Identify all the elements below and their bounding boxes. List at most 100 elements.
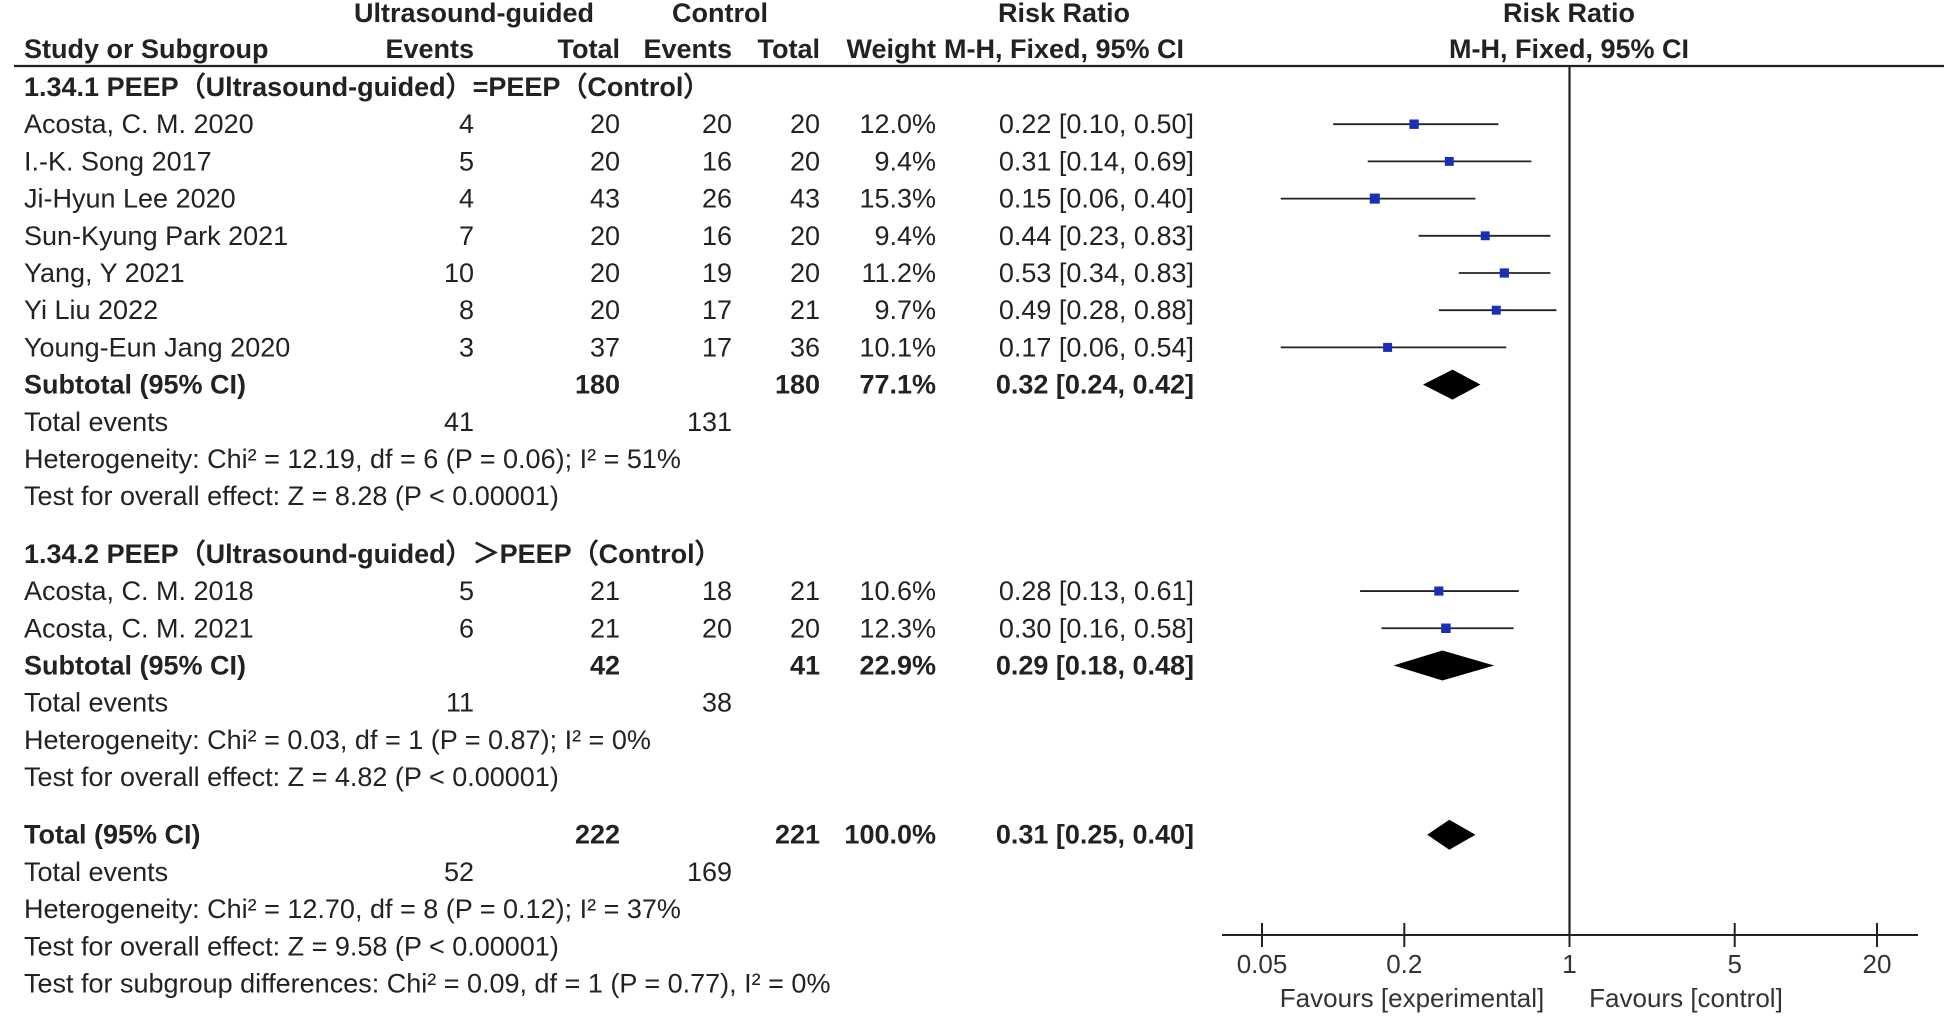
study-point (1369, 193, 1380, 204)
heterogeneity-text: Heterogeneity: Chi² = 0.03, df = 1 (P = … (24, 725, 651, 755)
study-total1: 37 (590, 332, 620, 362)
study-total2: 20 (790, 613, 820, 643)
subtotal-total1: 42 (590, 650, 620, 680)
overall-total1: 222 (575, 820, 620, 850)
subtotal-ci: 0.32 [0.24, 0.42] (996, 370, 1194, 400)
study-point (1491, 305, 1501, 315)
heterogeneity-text: Heterogeneity: Chi² = 12.19, df = 6 (P =… (24, 444, 681, 474)
study-events1: 6 (459, 613, 474, 643)
study-events2: 16 (702, 146, 732, 176)
overall-label: Total (95% CI) (24, 820, 201, 850)
study-weight: 12.3% (859, 613, 936, 643)
study-events1: 3 (459, 332, 474, 362)
study-events2: 26 (702, 184, 732, 214)
study-ci: 0.22 [0.10, 0.50] (999, 109, 1194, 139)
overall-total-events-label: Total events (24, 857, 168, 887)
favours-left-label: Favours [experimental] (1280, 983, 1544, 1013)
overall-effect-text: Test for overall effect: Z = 8.28 (P < 0… (24, 481, 559, 511)
study-total1: 21 (590, 576, 620, 606)
overall-effect-text: Test for overall effect: Z = 4.82 (P < 0… (24, 762, 559, 792)
total-events-label: Total events (24, 688, 168, 718)
subtotal-total2: 180 (775, 370, 820, 400)
study-events2: 17 (702, 332, 732, 362)
study-name: Young-Eun Jang 2020 (24, 332, 290, 362)
study-point (1434, 586, 1444, 596)
x-tick-label: 5 (1727, 949, 1741, 979)
subtotal-total1: 180 (575, 370, 620, 400)
study-total1: 21 (590, 613, 620, 643)
study-total1: 20 (590, 109, 620, 139)
x-tick-label: 1 (1562, 949, 1576, 979)
header-rr-method: M-H, Fixed, 95% CI (944, 34, 1184, 64)
x-tick-label: 0.05 (1237, 949, 1288, 979)
subtotal-ci: 0.29 [0.18, 0.48] (996, 650, 1194, 680)
study-total2: 21 (790, 576, 820, 606)
study-name: I.-K. Song 2017 (24, 146, 212, 176)
header-total1: Total (558, 34, 621, 64)
study-total1: 20 (590, 295, 620, 325)
study-ci: 0.31 [0.14, 0.69] (999, 146, 1194, 176)
study-total2: 20 (790, 258, 820, 288)
study-weight: 9.4% (874, 221, 936, 251)
study-point (1499, 268, 1509, 278)
study-ci: 0.53 [0.34, 0.83] (999, 258, 1194, 288)
header-group1: Ultrasound-guided (354, 0, 594, 28)
study-weight: 9.4% (874, 146, 936, 176)
header-rr-title: Risk Ratio (998, 0, 1130, 28)
study-events1: 5 (459, 576, 474, 606)
total-events2: 38 (702, 688, 732, 718)
study-total2: 21 (790, 295, 820, 325)
study-name: Acosta, C. M. 2021 (24, 613, 254, 643)
study-weight: 12.0% (859, 109, 936, 139)
study-total2: 20 (790, 221, 820, 251)
study-weight: 15.3% (859, 184, 936, 214)
subtotal-total2: 41 (790, 650, 820, 680)
study-total2: 36 (790, 332, 820, 362)
forest-table: Ultrasound-guided Control Risk Ratio Risk R… (14, 0, 1944, 999)
study-weight: 9.7% (874, 295, 936, 325)
subgroup-title: 1.34.2 PEEP（Ultrasound-guided）＞PEEP（Cont… (24, 539, 722, 569)
study-events2: 18 (702, 576, 732, 606)
study-weight: 10.6% (859, 576, 936, 606)
x-tick-label: 0.2 (1386, 949, 1422, 979)
study-ci: 0.15 [0.06, 0.40] (999, 184, 1194, 214)
study-weight: 11.2% (861, 258, 936, 288)
study-total2: 43 (790, 184, 820, 214)
overall-total2: 221 (775, 820, 820, 850)
study-point (1480, 231, 1490, 241)
study-name: Yang, Y 2021 (24, 258, 185, 288)
study-total2: 20 (790, 109, 820, 139)
header-total2: Total (758, 34, 821, 64)
study-weight: 10.1% (859, 332, 936, 362)
study-ci: 0.30 [0.16, 0.58] (999, 613, 1194, 643)
study-name: Ji-Hyun Lee 2020 (24, 184, 236, 214)
study-total2: 20 (790, 146, 820, 176)
study-name: Yi Liu 2022 (24, 295, 158, 325)
favours-right-label: Favours [control] (1589, 983, 1783, 1013)
header-group2: Control (672, 0, 768, 28)
study-ci: 0.44 [0.23, 0.83] (999, 221, 1194, 251)
subgroup-title: 1.34.1 PEEP（Ultrasound-guided）=PEEP（Cont… (24, 72, 710, 102)
study-events1: 7 (459, 221, 474, 251)
subgroup-diff-text: Test for subgroup differences: Chi² = 0.… (24, 969, 830, 999)
overall-diamond (1427, 819, 1476, 850)
study-name: Sun-Kyung Park 2021 (24, 221, 288, 251)
study-ci: 0.49 [0.28, 0.88] (999, 295, 1194, 325)
study-ci: 0.28 [0.13, 0.61] (999, 576, 1194, 606)
study-events1: 10 (444, 258, 474, 288)
overall-effect-test-text: Test for overall effect: Z = 9.58 (P < 0… (24, 931, 559, 961)
study-total1: 20 (590, 221, 620, 251)
x-tick-label: 20 (1863, 949, 1892, 979)
subtotal-diamond (1393, 650, 1495, 681)
overall-heterogeneity-text: Heterogeneity: Chi² = 12.70, df = 8 (P =… (24, 894, 681, 924)
subtotal-diamond (1423, 369, 1481, 400)
header-study: Study or Subgroup (24, 34, 268, 64)
forest-plot-area: 0.05 0.2 1 5 20 Favours [experimental] Favours… (1222, 66, 1918, 1013)
study-events2: 17 (702, 295, 732, 325)
study-events1: 5 (459, 146, 474, 176)
study-total1: 43 (590, 184, 620, 214)
overall-total-events2: 169 (687, 857, 732, 887)
total-events1: 41 (444, 407, 474, 437)
study-total1: 20 (590, 146, 620, 176)
